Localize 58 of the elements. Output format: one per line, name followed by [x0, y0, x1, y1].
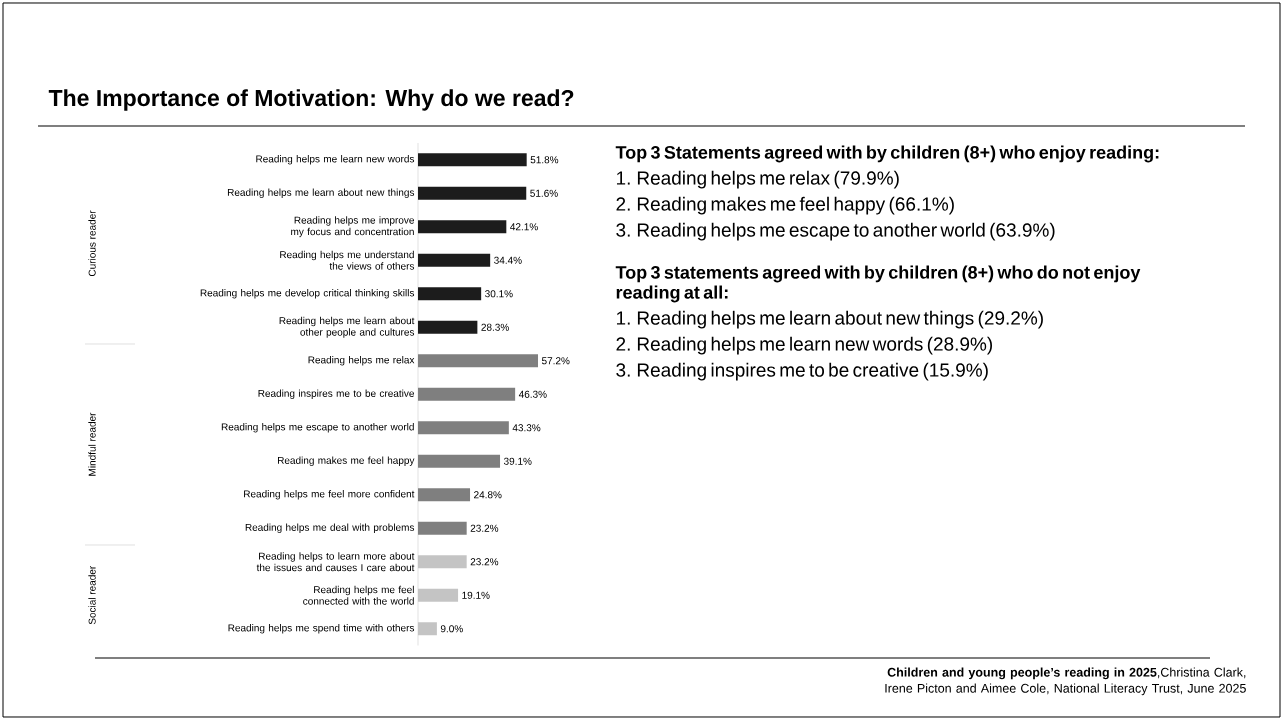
- bar: [418, 454, 501, 468]
- bar: [418, 555, 467, 569]
- bar: [418, 421, 509, 435]
- text: Mindful reader: [88, 412, 96, 476]
- text: 2. Reading helps me learn new words (28.9%): [616, 336, 993, 355]
- text: 1. Reading helps me relax (79.9%): [616, 170, 899, 189]
- y-tick-label: Reading inspires me to be creative: [258, 389, 414, 399]
- y-tick-label: Reading helps me learn about new things: [227, 188, 415, 198]
- text: 2. Reading makes me feel happy (66.1%): [616, 196, 954, 215]
- data-label: 57.2%: [541, 357, 570, 365]
- text: Curious reader: [88, 210, 96, 277]
- bar: [418, 354, 539, 368]
- data-label: 30.1%: [485, 290, 513, 298]
- y-tick-label: Reading makes me feel happy: [277, 456, 415, 466]
- data-label: 28.3%: [481, 323, 509, 331]
- text: 1. Reading helps me learn about new things (29.2%): [616, 310, 1043, 329]
- data-label: 46.3%: [518, 390, 547, 398]
- data-label: 34.4%: [494, 256, 522, 264]
- y-tick-label: Reading helps me understand the views of others: [280, 250, 415, 270]
- y-tick-label: Reading helps me learn about other people and cultures: [279, 316, 415, 338]
- text: Top 3 Statements agreed with by children (8+) who enjoy reading:: [615, 145, 1159, 163]
- bar: [418, 253, 491, 267]
- y-tick-label: Reading helps me feel more confident: [244, 490, 415, 500]
- text: Top 3 statements agreed with by children (8+) who do not enjoy reading at all:: [615, 265, 1141, 303]
- y-tick-label: Reading helps me relax: [308, 356, 415, 366]
- chart-title: The Importance of Motivation: Why do we read?: [48, 89, 574, 111]
- y-tick-label: Reading helps to learn more about the issues and causes I care about: [256, 552, 415, 572]
- bar: [418, 287, 482, 301]
- y-tick-label: Reading helps me improve my focus and concentration: [291, 216, 414, 238]
- data-label: 39.1%: [503, 457, 532, 465]
- text: Social reader: [88, 565, 96, 625]
- y-tick-label: Reading helps me deal with problems: [245, 523, 415, 533]
- y-tick-label: Reading helps me escape to another world: [221, 423, 414, 433]
- text: Children and young people’s reading in 2025,Christina Clark, Irene Picton and Aimee Cole, National Literacy Trust, June 2025: [885, 667, 1246, 696]
- data-label: 51.8%: [530, 156, 559, 164]
- bar: [418, 186, 527, 200]
- data-label: 19.1%: [462, 591, 490, 599]
- y-tick-label: Reading helps me feel connected with the world: [303, 585, 414, 605]
- data-label: 23.2%: [470, 558, 499, 566]
- y-tick-label: Reading helps me spend time with others: [228, 624, 415, 634]
- data-label: 23.2%: [470, 524, 499, 532]
- bar: [418, 622, 437, 636]
- text: 3. Reading helps me escape to another world (63.9%): [616, 222, 1055, 241]
- y-tick-label: Reading helps me learn new words: [256, 155, 415, 165]
- data-label: 51.6%: [530, 189, 558, 197]
- bar: [418, 320, 478, 334]
- data-label: 24.8%: [474, 491, 502, 499]
- data-label: 43.3%: [512, 424, 541, 432]
- bar: [418, 588, 459, 602]
- bar: [418, 521, 467, 535]
- bar: [418, 387, 516, 401]
- data-label: 9.0%: [440, 625, 463, 633]
- data-label: 42.1%: [510, 223, 538, 231]
- bar: [418, 488, 471, 502]
- bar: [418, 220, 507, 234]
- text: 3. Reading inspires me to be creative (15.9%): [616, 362, 988, 381]
- y-tick-label: Reading helps me develop critical thinking skills: [200, 289, 415, 299]
- bar: [418, 153, 527, 167]
